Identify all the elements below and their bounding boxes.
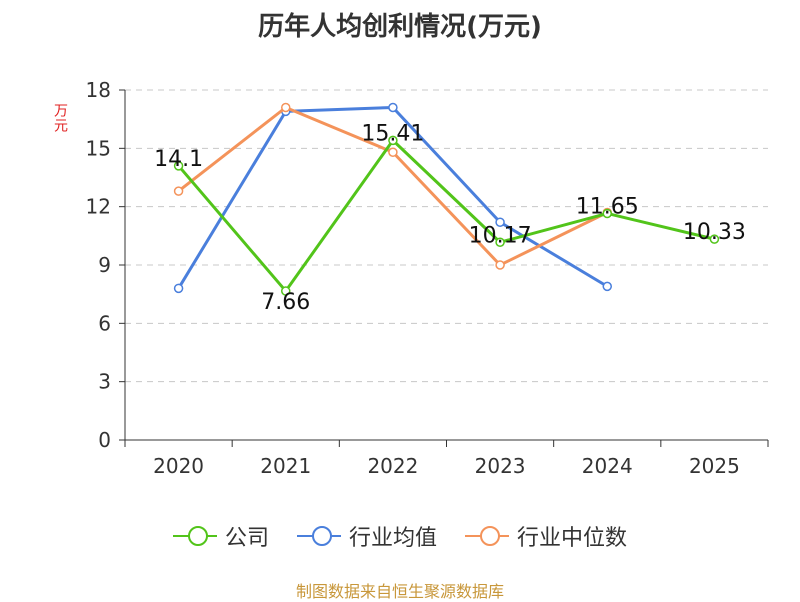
legend: 公司 行业均值 行业中位数 <box>0 520 800 552</box>
x-tick-label: 2021 <box>260 454 311 478</box>
x-tick-label: 2023 <box>475 454 526 478</box>
data-point <box>495 237 505 247</box>
data-point <box>388 147 398 157</box>
legend-marker <box>311 526 332 546</box>
series-line <box>177 138 715 293</box>
data-point <box>173 186 184 196</box>
data-point <box>495 260 505 270</box>
data-point <box>388 102 398 113</box>
legend-swatch-icon <box>465 526 509 546</box>
y-tick-label: 12 <box>86 195 111 219</box>
legend-marker <box>187 526 208 546</box>
legend-item[interactable]: 行业中位数 <box>465 520 627 552</box>
y-tick-label: 9 <box>98 253 111 277</box>
data-point <box>495 217 505 227</box>
x-tick-label: 2022 <box>367 454 418 478</box>
data-label: 14.1 <box>154 147 203 172</box>
legend-marker <box>480 526 500 546</box>
legend-item[interactable]: 公司 <box>172 520 269 552</box>
x-tick-label: 2024 <box>582 454 633 478</box>
y-tick-label: 6 <box>98 311 111 335</box>
data-point <box>709 234 720 244</box>
chart-title: 历年人均创利情况(万元) <box>258 12 542 42</box>
legend-label: 行业中位数 <box>517 526 628 551</box>
y-axis-unit-label: 万元 <box>52 103 68 133</box>
y-tick-label: 0 <box>98 428 111 452</box>
data-label: 11.65 <box>576 194 639 219</box>
legend-item[interactable]: 行业均值 <box>296 520 437 552</box>
data-point <box>388 135 398 146</box>
data-point <box>602 208 612 219</box>
data-label: 7.66 <box>261 290 310 315</box>
data-label: 15.41 <box>361 121 424 146</box>
legend-label: 行业均值 <box>348 526 437 551</box>
data-point <box>173 283 184 294</box>
legend-swatch-icon <box>172 526 217 546</box>
data-label: 10.17 <box>469 223 532 248</box>
y-tick-label: 15 <box>86 136 111 160</box>
y-tick-label: 18 <box>86 78 111 102</box>
y-tick-label: 3 <box>98 370 111 394</box>
data-source-note: 制图数据来自恒生聚源数据库 <box>295 582 504 601</box>
data-point <box>281 286 291 296</box>
legend-label: 公司 <box>224 526 269 551</box>
data-point <box>173 161 184 171</box>
data-label: 10.33 <box>683 220 746 245</box>
data-point <box>602 281 612 292</box>
legend-swatch-icon <box>296 526 341 546</box>
x-tick-label: 2020 <box>153 454 204 478</box>
x-tick-label: 2025 <box>689 454 740 478</box>
data-point <box>281 102 291 113</box>
